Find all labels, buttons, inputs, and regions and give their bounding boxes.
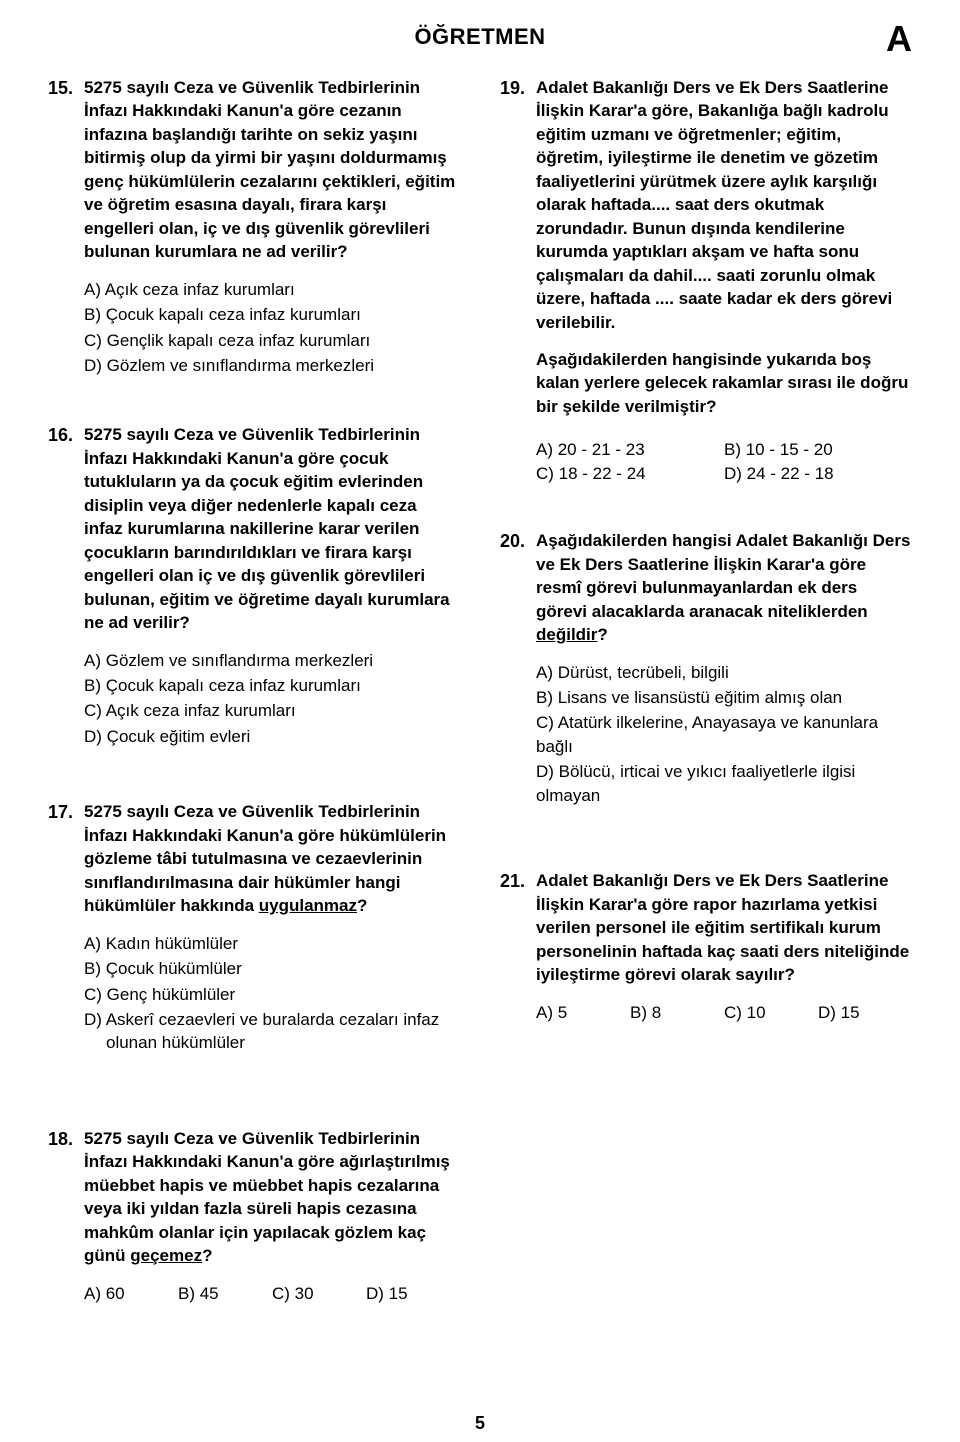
question-16: 16. 5275 sayılı Ceza ve Güvenlik Tedbirl… [48, 423, 460, 750]
option-c: C) 18 - 22 - 24 [536, 462, 724, 485]
question-stem: 5275 sayılı Ceza ve Güvenlik Tedbirlerin… [84, 800, 460, 917]
stem-underline: değildir [536, 625, 597, 644]
columns: 15. 5275 sayılı Ceza ve Güvenlik Tedbirl… [48, 76, 912, 1349]
question-stem: 5275 sayılı Ceza ve Güvenlik Tedbirlerin… [84, 1127, 460, 1268]
question-body: Aşağıdakilerden hangisi Adalet Bakanlığı… [536, 529, 912, 809]
stem-underline: uygulanmaz [259, 896, 357, 915]
option-b: B) Çocuk kapalı ceza infaz kurumları [84, 674, 460, 697]
question-number: 16. [48, 423, 84, 750]
stem-pre: 5275 sayılı Ceza ve Güvenlik Tedbirlerin… [84, 1129, 450, 1265]
question-15: 15. 5275 sayılı Ceza ve Güvenlik Tedbirl… [48, 76, 460, 379]
stem-post: ? [357, 896, 367, 915]
question-19: 19. Adalet Bakanlığı Ders ve Ek Ders Saa… [500, 76, 912, 485]
option-a: A) 60 [84, 1282, 178, 1305]
question-options: A) Kadın hükümlüler B) Çocuk hükümlüler … [84, 932, 460, 1055]
option-c: C) 30 [272, 1282, 366, 1305]
right-column: 19. Adalet Bakanlığı Ders ve Ek Ders Saa… [500, 76, 912, 1349]
question-number: 21. [500, 869, 536, 1024]
stem-post: ? [202, 1246, 212, 1265]
option-b: B) 10 - 15 - 20 [724, 438, 912, 461]
option-a: A) Gözlem ve sınıflandırma merkezleri [84, 649, 460, 672]
option-a: A) Dürüst, tecrübeli, bilgili [536, 661, 912, 684]
option-b: B) Çocuk hükümlüler [84, 957, 460, 980]
option-a: A) 20 - 21 - 23 [536, 438, 724, 461]
question-options: A) Açık ceza infaz kurumları B) Çocuk ka… [84, 278, 460, 378]
option-d: D) Askerî cezaevleri ve buralarda cezala… [84, 1008, 460, 1055]
question-body: Adalet Bakanlığı Ders ve Ek Ders Saatler… [536, 76, 912, 485]
option-a: A) Kadın hükümlüler [84, 932, 460, 955]
question-options: A) Gözlem ve sınıflandırma merkezleri B)… [84, 649, 460, 749]
stem-pre: Aşağıdakilerden hangisi Adalet Bakanlığı… [536, 531, 910, 620]
option-a: A) 5 [536, 1001, 630, 1024]
question-options: A) 20 - 21 - 23 B) 10 - 15 - 20 C) 18 - … [536, 438, 912, 485]
option-d: D) 24 - 22 - 18 [724, 462, 912, 485]
option-c: C) Genç hükümlüler [84, 983, 460, 1006]
option-c: C) Atatürk ilkelerine, Anayasaya ve kanu… [536, 711, 912, 758]
header-title: ÖĞRETMEN [414, 24, 545, 50]
option-d: D) 15 [818, 1001, 912, 1024]
question-18: 18. 5275 sayılı Ceza ve Güvenlik Tedbirl… [48, 1127, 460, 1305]
question-21: 21. Adalet Bakanlığı Ders ve Ek Ders Saa… [500, 869, 912, 1024]
option-d: D) Bölücü, irticai ve yıkıcı faaliyetler… [536, 760, 912, 807]
question-number: 15. [48, 76, 84, 379]
left-column: 15. 5275 sayılı Ceza ve Güvenlik Tedbirl… [48, 76, 460, 1349]
stem-underline: geçemez [130, 1246, 202, 1265]
question-stem: Adalet Bakanlığı Ders ve Ek Ders Saatler… [536, 869, 912, 986]
question-number: 17. [48, 800, 84, 1057]
option-b: B) Lisans ve lisansüstü eğitim almış ola… [536, 686, 912, 709]
option-a: A) Açık ceza infaz kurumları [84, 278, 460, 301]
question-number: 20. [500, 529, 536, 809]
question-stem: Aşağıdakilerden hangisi Adalet Bakanlığı… [536, 529, 912, 646]
option-c: C) Gençlik kapalı ceza infaz kurumları [84, 329, 460, 352]
page-header: ÖĞRETMEN A [48, 24, 912, 64]
option-b: B) 45 [178, 1282, 272, 1305]
question-number: 18. [48, 1127, 84, 1305]
option-b: B) 8 [630, 1001, 724, 1024]
question-body: 5275 sayılı Ceza ve Güvenlik Tedbirlerin… [84, 423, 460, 750]
question-stem: 5275 sayılı Ceza ve Güvenlik Tedbirlerin… [84, 423, 460, 634]
option-b: B) Çocuk kapalı ceza infaz kurumları [84, 303, 460, 326]
question-stem-para2: Aşağıdakilerden hangisinde yukarıda boş … [536, 348, 912, 418]
option-d: D) 15 [366, 1282, 460, 1305]
option-d: D) Çocuk eğitim evleri [84, 725, 460, 748]
question-options: A) Dürüst, tecrübeli, bilgili B) Lisans … [536, 661, 912, 808]
question-body: 5275 sayılı Ceza ve Güvenlik Tedbirlerin… [84, 76, 460, 379]
question-stem-para1: Adalet Bakanlığı Ders ve Ek Ders Saatler… [536, 76, 912, 334]
option-d: D) Gözlem ve sınıflandırma merkezleri [84, 354, 460, 377]
option-c: C) Açık ceza infaz kurumları [84, 699, 460, 722]
exam-page: ÖĞRETMEN A 15. 5275 sayılı Ceza ve Güven… [0, 0, 960, 1442]
question-body: 5275 sayılı Ceza ve Güvenlik Tedbirlerin… [84, 800, 460, 1057]
question-body: Adalet Bakanlığı Ders ve Ek Ders Saatler… [536, 869, 912, 1024]
question-options: A) 5 B) 8 C) 10 D) 15 [536, 1001, 912, 1024]
stem-post: ? [597, 625, 607, 644]
page-number: 5 [475, 1413, 485, 1434]
question-body: 5275 sayılı Ceza ve Güvenlik Tedbirlerin… [84, 1127, 460, 1305]
question-options: A) 60 B) 45 C) 30 D) 15 [84, 1282, 460, 1305]
booklet-letter: A [886, 18, 912, 60]
question-17: 17. 5275 sayılı Ceza ve Güvenlik Tedbirl… [48, 800, 460, 1057]
question-number: 19. [500, 76, 536, 485]
question-20: 20. Aşağıdakilerden hangisi Adalet Bakan… [500, 529, 912, 809]
option-c: C) 10 [724, 1001, 818, 1024]
question-stem: 5275 sayılı Ceza ve Güvenlik Tedbirlerin… [84, 76, 460, 264]
